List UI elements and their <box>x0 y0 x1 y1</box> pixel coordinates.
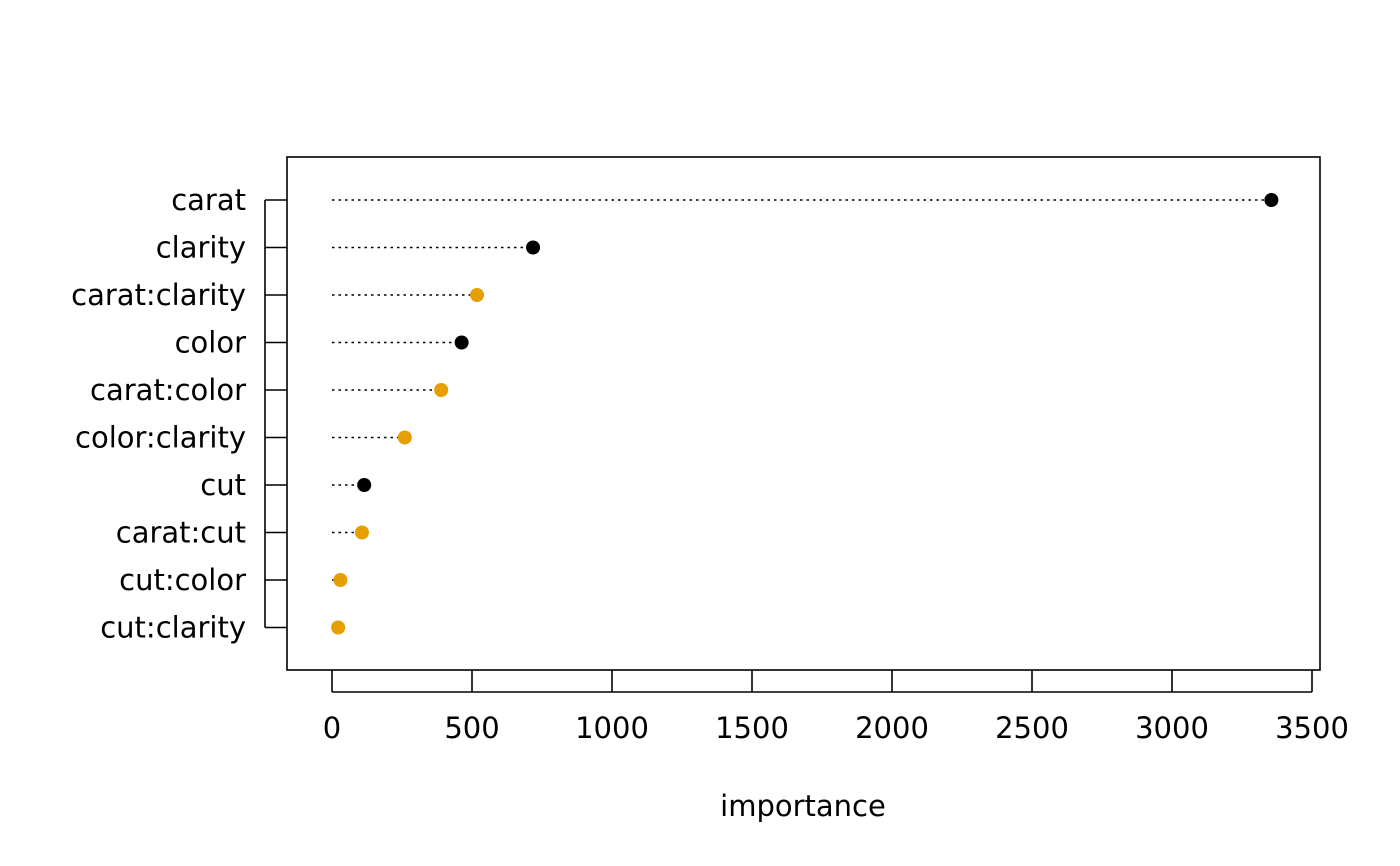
x-tick-label: 3000 <box>1135 711 1209 745</box>
x-tick-label: 3500 <box>1275 711 1349 745</box>
y-tick-label: cut:clarity <box>100 611 246 645</box>
x-tick-label: 2500 <box>995 711 1069 745</box>
x-tick-label: 0 <box>323 711 341 745</box>
leader-lines <box>332 199 1272 629</box>
y-tick-label: carat:cut <box>116 516 246 550</box>
plot-frame <box>286 156 1321 671</box>
x-tick-label: 500 <box>444 711 499 745</box>
x-tick-label: 2000 <box>855 711 929 745</box>
data-point <box>397 430 412 445</box>
y-axis: carat clarity carat:clarity color carat:colo… <box>71 183 287 645</box>
data-points <box>331 193 1279 635</box>
data-point <box>333 573 348 587</box>
y-tick-label: color <box>175 326 246 360</box>
y-tick-label: carat:clarity <box>71 278 246 312</box>
y-tick-label: cut:color <box>119 563 246 597</box>
data-point <box>357 478 372 492</box>
x-tick-label: 1500 <box>715 711 789 745</box>
data-point <box>454 335 469 350</box>
y-tick-label: cut <box>200 468 246 502</box>
y-tick-label: clarity <box>156 231 246 265</box>
x-tick-label: 1000 <box>575 711 649 745</box>
data-point <box>1264 193 1279 207</box>
data-point <box>526 240 541 255</box>
y-tick-label: carat:color <box>90 373 246 407</box>
data-point <box>354 525 369 540</box>
data-point <box>470 288 485 302</box>
y-tick-label: color:clarity <box>75 421 246 455</box>
data-point <box>434 383 449 397</box>
x-axis-title: importance <box>720 789 886 823</box>
y-tick-label: carat <box>171 183 246 217</box>
data-point <box>331 620 346 635</box>
x-axis: 0 500 1000 1500 2000 2500 3000 3500 <box>323 670 1349 745</box>
